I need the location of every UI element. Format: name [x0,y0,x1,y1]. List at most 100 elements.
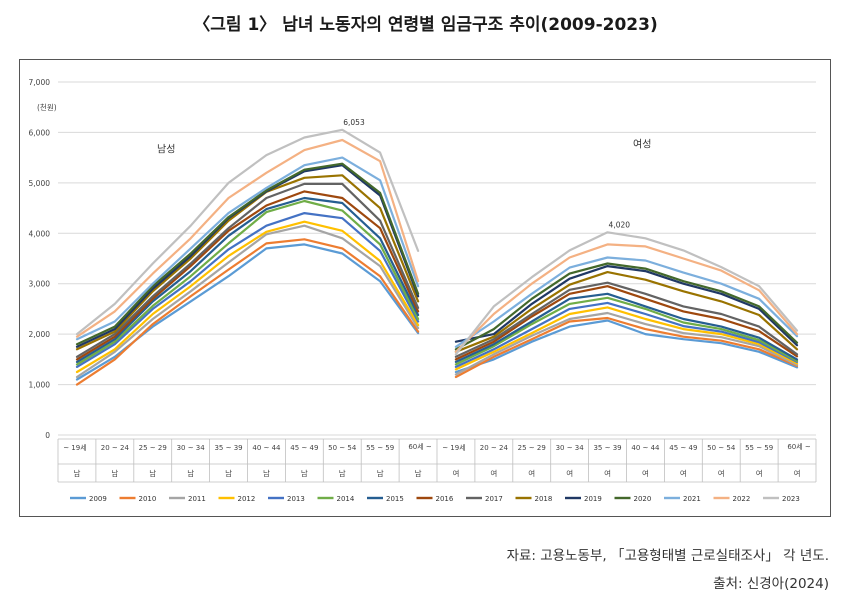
y-tick-label: 0 [45,431,50,440]
group-label-male: 남성 [157,144,175,156]
y-tick-label: 6,000 [29,128,51,137]
series-line-2012-female [454,306,799,371]
legend-label-2017: 2017 [485,495,503,503]
x-tick-label: ~ 19세 [63,443,86,452]
y-axis-label: (천원) [37,102,57,112]
series-line-2010-male [75,238,420,386]
y-tick-label: 7,000 [29,78,51,87]
legend-label-2011: 2011 [188,495,206,503]
legend-label-2019: 2019 [584,495,602,503]
gender-label: 남 [339,469,346,478]
x-tick-label: 50 ~ 54 [328,444,357,452]
gender-label: 여 [452,468,459,478]
gender-label: 남 [111,469,118,478]
y-tick-label: 1,000 [29,381,51,390]
series-line-2011-male [75,224,420,379]
legend-label-2016: 2016 [436,495,454,503]
x-tick-label: 20 ~ 24 [480,444,509,452]
y-tick-label: 5,000 [29,179,51,188]
series-line-2018-female [454,271,799,353]
gender-label: 여 [794,468,801,478]
gender-label: 여 [718,468,725,478]
x-tick-label: 25 ~ 29 [518,444,546,452]
x-tick-label: 45 ~ 49 [290,444,318,452]
legend-label-2023: 2023 [782,495,800,503]
y-tick-label: 4,000 [29,229,51,238]
legend-label-2022: 2022 [733,495,751,503]
series-line-2013-female [454,301,799,368]
series-line-2023-female [454,231,799,356]
gender-label: 여 [604,468,611,478]
series-line-2022-female [454,243,799,353]
x-tick-label: ~ 19세 [442,443,465,452]
gender-label: 여 [642,468,649,478]
gender-label: 남 [187,469,194,478]
x-tick-label: 30 ~ 34 [177,444,206,452]
x-tick-label: 20 ~ 24 [101,444,130,452]
series-line-2022-male [75,138,420,338]
gender-label: 남 [415,469,422,478]
x-tick-label: 60세 ~ [787,442,811,451]
legend-label-2010: 2010 [139,495,157,503]
x-tick-label: 40 ~ 44 [631,444,660,452]
series-line-2017-male [75,182,420,358]
gender-label: 여 [756,468,763,478]
series-line-2016-male [75,190,420,361]
x-tick-label: 40 ~ 44 [252,444,281,452]
series-line-2017-female [454,281,799,358]
gender-label: 여 [490,468,497,478]
gender-label: 여 [680,468,687,478]
series-line-2009-female [454,319,799,374]
x-tick-label: 45 ~ 49 [669,444,697,452]
series-line-2023-male [75,128,420,336]
x-tick-label: 60세 ~ [408,442,432,451]
gender-label: 여 [528,468,535,478]
series-line-2015-female [454,292,799,363]
x-tick-label: 50 ~ 54 [707,444,736,452]
gender-label: 남 [377,469,384,478]
x-tick-label: 55 ~ 59 [366,444,394,452]
group-label-female: 여성 [633,139,651,151]
legend-label-2009: 2009 [89,495,107,503]
legend-label-2020: 2020 [634,495,652,503]
gender-label: 남 [225,469,232,478]
legend-label-2015: 2015 [386,495,404,503]
series-line-2020-female [454,262,799,351]
data-label: 4,020 [609,220,631,229]
gender-label: 여 [566,468,573,478]
source-note: 자료: 고용노동부, 「고용형태별 근로실태조사」 각 년도. [506,548,829,564]
series-line-2019-female [454,265,799,347]
legend-label-2018: 2018 [535,495,553,503]
x-tick-label: 30 ~ 34 [556,444,585,452]
series-line-2015-male [75,196,420,363]
chart-frame: 0 1,000 2,000 3,000 4,000 5,000 6,000 7,000 (천원)… [19,59,831,517]
x-tick-label: 35 ~ 39 [214,444,242,452]
gender-label: 남 [301,469,308,478]
x-tick-label: 25 ~ 29 [139,444,167,452]
chart-title: 〈그림 1〉 남녀 노동자의 연령별 임금구조 추이(2009-2023) [193,15,658,35]
data-label: 6,053 [343,118,365,127]
series-line-2014-male [75,199,420,366]
series-line-2020-male [75,162,420,346]
gender-label: 남 [149,469,156,478]
legend-label-2012: 2012 [238,495,256,503]
citation-note: 출처: 신경아(2024) [713,576,829,592]
series-line-2021-male [75,156,420,341]
x-tick-label: 55 ~ 59 [745,444,773,452]
series-line-2021-female [454,256,799,348]
legend-label-2014: 2014 [337,495,355,503]
series-line-2013-male [75,212,420,368]
legend-label-2021: 2021 [683,495,701,503]
series-line-2016-female [454,285,799,361]
series-line-2010-female [454,316,799,379]
line-chart: 0 1,000 2,000 3,000 4,000 5,000 6,000 7,000 (천원)… [29,78,817,503]
legend-label-2013: 2013 [287,495,305,503]
series-line-2012-male [75,220,420,374]
y-tick-label: 3,000 [29,280,51,289]
series-line-2011-female [454,311,799,376]
gender-label: 남 [263,469,270,478]
y-tick-label: 2,000 [29,330,51,339]
x-tick-label: 35 ~ 39 [593,444,621,452]
gender-label: 남 [73,469,80,478]
series-line-2018-male [75,174,420,351]
